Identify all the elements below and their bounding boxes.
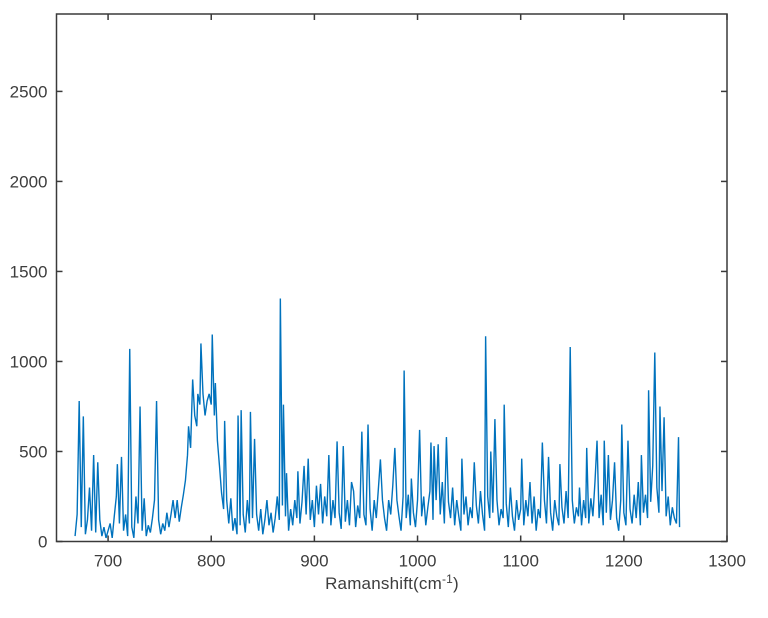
x-tick-label: 800	[197, 552, 225, 571]
x-axis-label-superscript: -1	[441, 572, 454, 586]
y-tick-label: 0	[38, 533, 47, 552]
tick-marks	[56, 14, 728, 543]
x-tick-label: 1000	[399, 552, 437, 571]
y-tick-label: 2000	[10, 172, 48, 191]
y-tick-label: 2500	[10, 82, 48, 101]
tick-labels: 700 800 900 1000 1100 1200 1300 0 500 1000 1500 200…	[10, 82, 746, 570]
x-tick-label: 900	[300, 552, 328, 571]
y-tick-label: 1500	[10, 262, 48, 281]
x-tick-label: 1300	[708, 552, 746, 571]
y-tick-label: 1000	[10, 352, 48, 371]
x-tick-label: 700	[94, 552, 122, 571]
spectrum-line-raman-intensity	[74, 298, 681, 539]
x-tick-label: 1200	[605, 552, 643, 571]
x-axis-label-close: )	[453, 574, 459, 593]
y-tick-label: 500	[19, 442, 47, 461]
x-axis-label: Ramanshift(cm-1)	[57, 572, 727, 594]
x-tick-label: 1100	[502, 552, 539, 571]
x-axis-label-text: Ramanshift(cm	[325, 574, 442, 593]
axes-box	[55, 13, 728, 543]
